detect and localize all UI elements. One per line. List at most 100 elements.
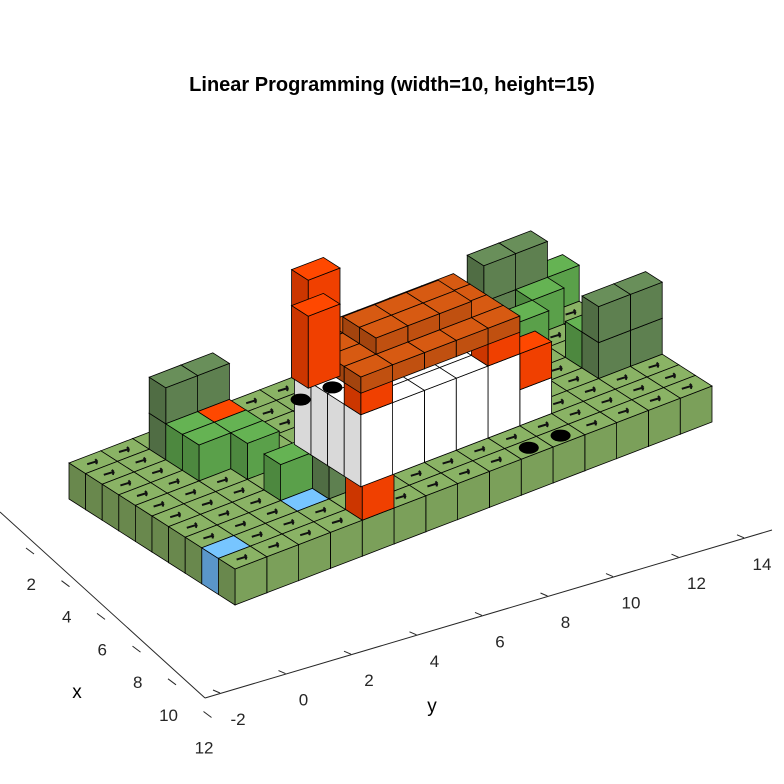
- policy-arrow-icon: [279, 418, 291, 426]
- policy-arrow-icon: [584, 386, 596, 393]
- obstacle_light-block-top: [229, 420, 281, 444]
- policy-arrow-icon: [236, 553, 248, 561]
- policy-arrow-icon: [136, 490, 148, 497]
- y-tick-mark: [671, 553, 679, 558]
- policy-arrow-icon: [234, 520, 247, 528]
- policy-arrow-icon: [299, 529, 312, 537]
- y-tick-label: 6: [495, 632, 504, 651]
- policy-arrow-icon: [268, 541, 280, 549]
- x-tick-label: 8: [133, 673, 142, 692]
- y-tick-mark: [212, 689, 221, 694]
- x-tick-label: 4: [62, 608, 71, 627]
- x-tick-mark: [96, 613, 106, 620]
- policy-arrow-icon: [185, 488, 197, 496]
- policy-arrow-icon: [216, 476, 229, 484]
- y-tick-label: 10: [622, 594, 641, 613]
- policy-arrow-icon: [186, 522, 198, 529]
- policy-arrow-icon: [153, 500, 165, 508]
- y-tick-mark: [409, 631, 417, 636]
- policy-arrow-icon: [550, 331, 562, 339]
- y-tick-mark: [540, 592, 548, 597]
- wall-block-front: [455, 365, 489, 451]
- policy-arrow-icon: [135, 456, 147, 464]
- obstacle_light-block-top: [181, 421, 232, 446]
- marker-dot-icon: [550, 429, 571, 442]
- policy-arrow-icon: [648, 361, 660, 369]
- y-tick-label: 2: [364, 671, 373, 690]
- policy-arrow-icon: [251, 531, 263, 538]
- policy-arrow-icon: [410, 470, 422, 477]
- policy-arrow-icon: [262, 408, 274, 415]
- y-axis-label: y: [427, 696, 437, 717]
- policy-arrow-icon: [266, 508, 278, 515]
- y-tick-label: 8: [561, 613, 570, 632]
- policy-arrow-icon: [331, 517, 343, 524]
- y-tick-mark: [278, 670, 286, 675]
- wall-block-side: [310, 382, 329, 467]
- y-tick-label: 4: [430, 652, 439, 671]
- policy-arrow-icon: [616, 374, 628, 381]
- wall-block-side: [327, 392, 345, 477]
- policy-arrow-icon: [551, 365, 563, 372]
- policy-arrow-icon: [664, 372, 677, 380]
- policy-arrow-icon: [395, 492, 407, 500]
- y-tick-mark: [736, 534, 745, 539]
- policy-arrow-icon: [86, 458, 99, 466]
- policy-arrow-icon: [120, 479, 132, 487]
- policy-arrow-icon: [490, 456, 502, 463]
- policy-arrow-icon: [315, 506, 327, 514]
- roof-block-top: [358, 314, 409, 339]
- x-tick-mark: [25, 547, 35, 555]
- marker-dot-icon: [290, 393, 311, 406]
- wall-block-side: [343, 403, 362, 488]
- x-tick-mark: [61, 580, 70, 588]
- policy-arrow-icon: [277, 385, 289, 392]
- wall-block-front: [423, 377, 457, 463]
- hot-block-top: [290, 256, 341, 281]
- policy-arrow-icon: [633, 384, 645, 392]
- hot-block-front: [307, 303, 341, 389]
- policy-arrow-icon: [586, 419, 598, 427]
- y-tick-label: 12: [687, 574, 706, 593]
- wall-block-front: [487, 353, 521, 439]
- policy-arrow-icon: [552, 398, 565, 406]
- policy-arrow-icon: [458, 468, 471, 476]
- wall-block-front: [360, 402, 394, 488]
- wall-block-front: [392, 389, 425, 476]
- policy-arrow-icon: [103, 469, 115, 476]
- x-tick-mark: [132, 645, 141, 653]
- policy-arrow-icon: [203, 532, 215, 540]
- hot-block-side: [291, 304, 309, 389]
- policy-arrow-icon: [601, 396, 613, 404]
- x-axis-line: [0, 511, 206, 699]
- policy-arrow-icon: [201, 499, 213, 506]
- policy-arrow-icon: [168, 478, 180, 485]
- policy-arrow-icon: [169, 511, 182, 519]
- x-tick-label: 12: [195, 739, 214, 758]
- hot-block-top: [290, 292, 341, 317]
- y-axis-line: [204, 529, 773, 699]
- x-tick-label: 2: [27, 575, 36, 594]
- y-tick-label: 0: [299, 691, 308, 710]
- policy-arrow-icon: [427, 480, 439, 488]
- policy-arrow-icon: [151, 467, 164, 475]
- policy-arrow-icon: [681, 383, 693, 390]
- policy-arrow-icon: [565, 308, 577, 316]
- x-tick-label: 6: [98, 640, 107, 659]
- obstacle_dark-block-top: [581, 283, 632, 308]
- policy-arrow-icon: [118, 446, 130, 453]
- marker-dot-icon: [518, 441, 539, 454]
- y-tick-label: -2: [230, 710, 245, 729]
- obstacle_light-block-top: [514, 276, 565, 301]
- x-tick-mark: [203, 711, 212, 718]
- y-tick-mark: [474, 611, 483, 616]
- y-tick-mark: [605, 573, 614, 578]
- chart-title: Linear Programming (width=10, height=15): [189, 74, 595, 96]
- policy-arrow-icon: [250, 497, 262, 505]
- obstacle_dark-block-top: [466, 242, 517, 267]
- x-tick-label: 10: [159, 706, 178, 725]
- policy-arrow-icon: [569, 409, 581, 416]
- policy-arrow-icon: [245, 397, 258, 405]
